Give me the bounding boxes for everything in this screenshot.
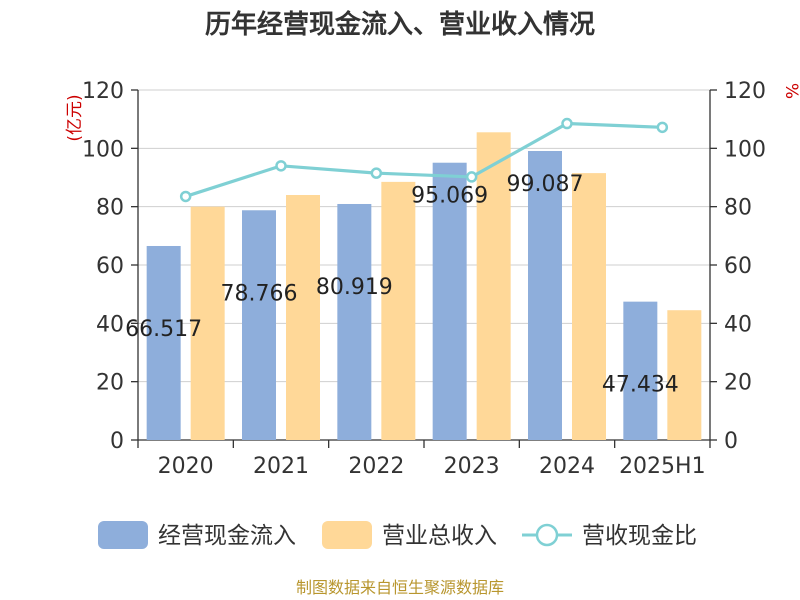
bar — [623, 301, 658, 440]
legend: 经营现金流入 营业总收入 营收现金比 — [98, 521, 697, 549]
bar — [528, 150, 562, 440]
y-right-tick-label: 20 — [724, 371, 752, 396]
y-left-tick-label: 120 — [82, 79, 124, 104]
x-tick-label: 2024 — [539, 454, 595, 479]
x-tick-label: 2023 — [444, 454, 500, 479]
x-tick-label: 2020 — [158, 454, 214, 479]
y-right-tick-label: 60 — [724, 254, 752, 279]
source-note: 制图数据来自恒生聚源数据库 — [296, 578, 504, 597]
bar — [667, 310, 702, 440]
legend-label-cash-inflow: 经营现金流入 — [158, 523, 296, 549]
ratio-point — [275, 160, 287, 172]
bar — [286, 195, 320, 440]
bars — [146, 132, 702, 440]
bar — [190, 206, 225, 440]
x-tick-label: 2021 — [253, 454, 309, 479]
legend-marker-ratio — [535, 523, 559, 547]
data-label: 47.434 — [602, 373, 679, 398]
left-axis-unit: (亿元) — [65, 94, 85, 141]
data-label: 78.766 — [221, 281, 298, 306]
x-tick-label: 2025H1 — [619, 454, 706, 479]
axes: 0 20 40 60 80 100 120 0 20 40 60 80 100 120 2020 2021 20… — [82, 79, 766, 479]
x-tick-label: 2022 — [348, 454, 404, 479]
gridlines — [138, 89, 710, 383]
legend-swatch-revenue — [322, 521, 372, 549]
ratio-point — [370, 167, 383, 179]
bar — [146, 245, 181, 440]
legend-swatch-cash-inflow — [98, 521, 148, 549]
chart-title: 历年经营现金流入、营业收入情况 — [205, 9, 595, 40]
bar — [476, 132, 511, 440]
ratio-line-path — [185, 121, 663, 198]
bar — [432, 162, 467, 440]
data-labels: 66.517 78.766 80.919 95.069 99.087 47.434 — [125, 172, 679, 398]
legend-label-ratio: 营收现金比 — [582, 523, 697, 549]
right-axis-unit: % — [781, 83, 800, 99]
y-left-tick-label: 80 — [96, 196, 124, 221]
ratio-point — [179, 190, 192, 203]
data-label: 80.919 — [316, 275, 393, 300]
y-left-tick-label: 40 — [96, 312, 124, 337]
ratio-point — [465, 171, 478, 183]
ratio-point — [656, 121, 669, 134]
bar — [381, 181, 416, 440]
bar — [337, 203, 372, 440]
data-label: 95.069 — [411, 184, 488, 209]
y-right-tick-label: 100 — [724, 137, 766, 162]
bar — [242, 210, 276, 440]
y-left-tick-label: 100 — [82, 137, 124, 162]
y-left-tick-label: 60 — [96, 254, 124, 279]
y-right-tick-label: 80 — [724, 196, 752, 221]
data-label: 99.087 — [507, 172, 584, 197]
ratio-point — [561, 117, 573, 130]
legend-label-revenue: 营业总收入 — [382, 523, 497, 549]
ratio-line — [179, 117, 669, 203]
y-right-tick-label: 0 — [724, 429, 738, 454]
y-right-tick-label: 40 — [724, 312, 752, 337]
bar — [572, 173, 606, 440]
y-left-tick-label: 0 — [110, 429, 124, 454]
data-label: 66.517 — [125, 317, 202, 342]
y-left-tick-label: 20 — [96, 371, 124, 396]
y-right-tick-label: 120 — [724, 79, 766, 104]
